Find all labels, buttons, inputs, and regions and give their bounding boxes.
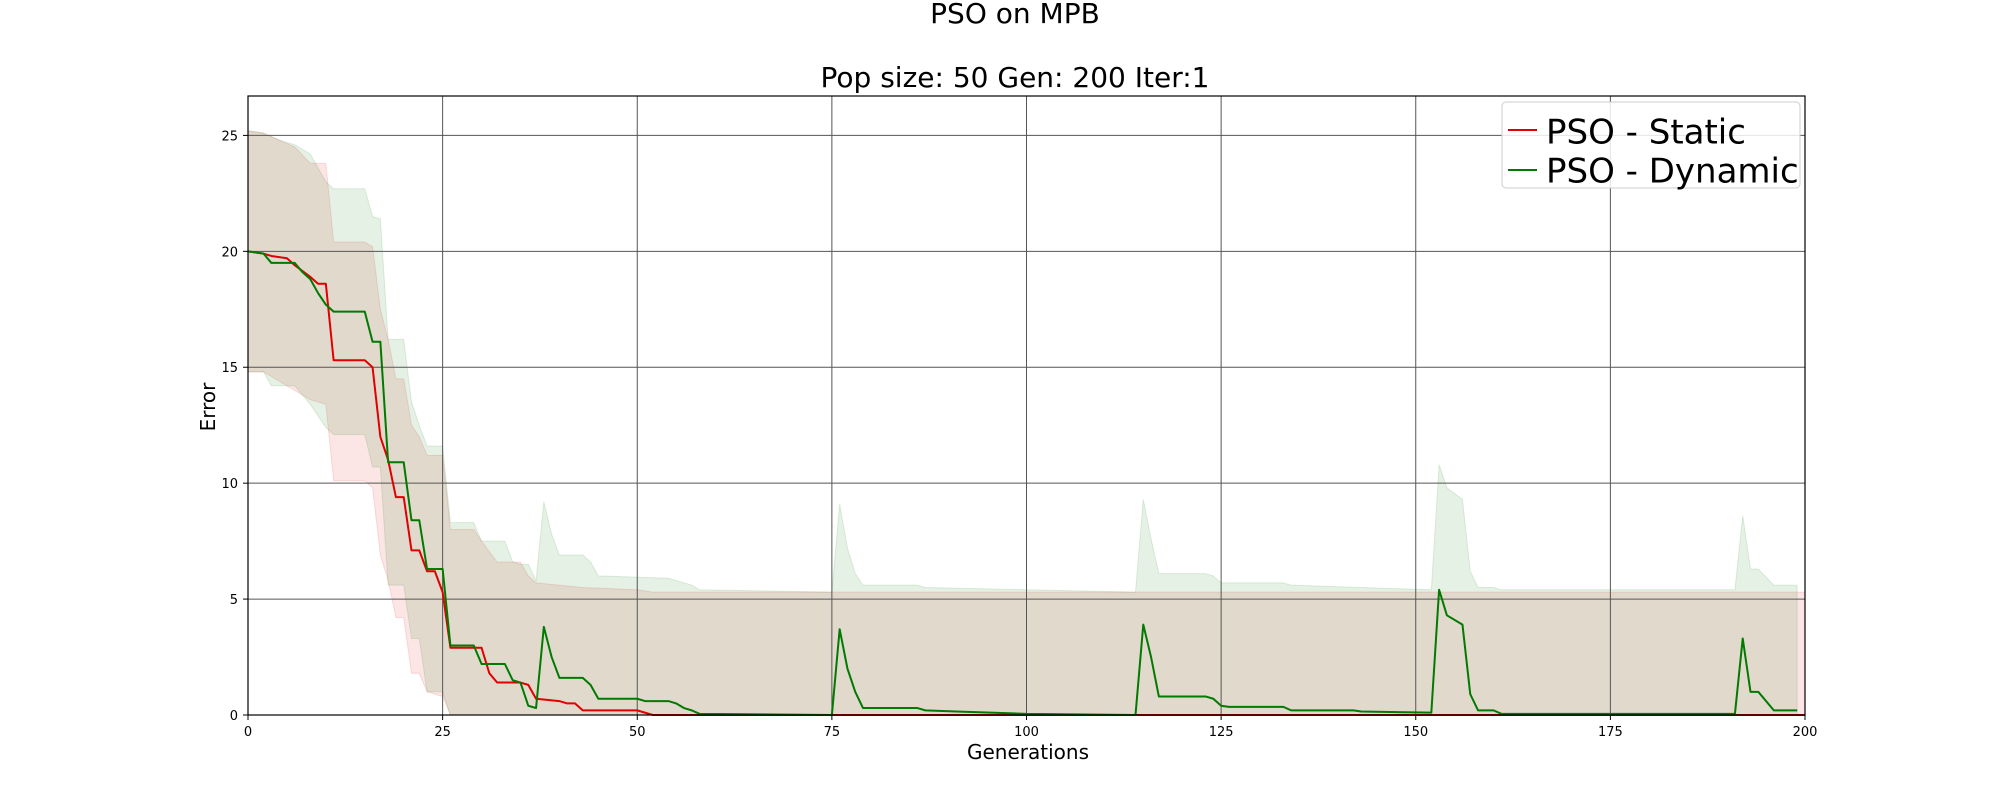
x-tick-label: 75 — [824, 725, 841, 740]
x-tick-label: 175 — [1598, 725, 1623, 740]
x-axis-label: Generations — [967, 740, 1089, 764]
x-tick-label: 50 — [629, 725, 646, 740]
axis-ticks: 0 25 50 75 100 125 150 175 200 0 5 10 15 20 25 — [221, 129, 1817, 740]
legend-box — [1501, 101, 1801, 189]
chart-subtitle: Pop size: 50 Gen: 200 Iter:1 — [821, 61, 1210, 94]
y-tick-label: 5 — [230, 593, 238, 608]
y-tick-label: 15 — [221, 361, 238, 376]
y-tick-label: 10 — [221, 477, 238, 492]
series-line-static — [247, 250, 1805, 716]
x-tick-label: 150 — [1403, 725, 1428, 740]
y-tick-label: 20 — [221, 245, 238, 260]
x-tick-label: 25 — [434, 725, 451, 740]
legend-label-dynamic: PSO - Dynamic — [1546, 152, 1799, 192]
y-axis-label: Error — [196, 382, 220, 432]
x-tick-label: 125 — [1209, 725, 1234, 740]
legend: PSO - Static PSO - Dynamic — [1501, 101, 1801, 192]
x-tick-label: 200 — [1793, 725, 1818, 740]
series-lines — [247, 250, 1805, 716]
series-line-dynamic — [247, 250, 1798, 716]
x-tick-label: 100 — [1014, 725, 1039, 740]
legend-label-static: PSO - Static — [1546, 113, 1746, 153]
y-tick-label: 25 — [221, 129, 238, 144]
x-tick-label: 0 — [244, 725, 252, 740]
chart-title: PSO on MPB — [930, 0, 1100, 30]
y-tick-label: 0 — [230, 709, 238, 724]
band-dynamic — [247, 130, 1798, 716]
